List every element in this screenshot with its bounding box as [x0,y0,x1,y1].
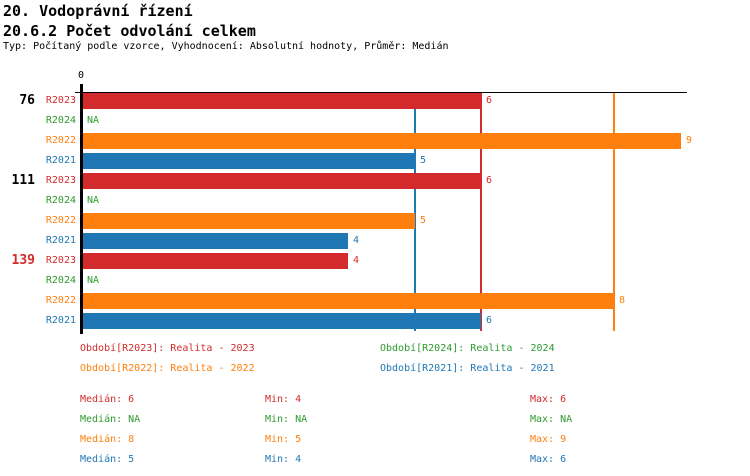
chart-title: 20.6.2 Počet odvolání celkem [3,22,256,40]
bar-value-label: NA [87,195,100,206]
group-label-139: 139 [11,253,35,268]
row-label-r2024: R2024 [45,115,76,126]
bar-value-label: NA [87,275,100,286]
stat-max-r2024: Max: NA [530,414,573,425]
bar-r2023 [83,93,481,109]
row-label-r2021: R2021 [45,315,76,326]
row-label-r2023: R2023 [45,255,76,266]
legend-item-r2024: Období[R2024]: Realita - 2024 [380,343,555,354]
legend-item-r2021: Období[R2021]: Realita - 2021 [380,363,555,374]
bar-r2023 [83,173,481,189]
x-axis-tick-label: 0 [77,70,85,81]
x-axis-line [75,92,687,93]
stat-median-r2024: Medián: NA [80,414,141,425]
median-line-r2023 [480,93,482,331]
row-label-r2021: R2021 [45,235,76,246]
stat-median-r2021: Medián: 5 [80,454,135,465]
legend-item-r2023: Období[R2023]: Realita - 2023 [80,343,255,354]
stat-min-r2024: Min: NA [265,414,308,425]
bar-value-label: 6 [486,315,493,326]
group-label-111: 111 [11,173,35,188]
bar-value-label: 5 [420,155,427,166]
group-label-76: 76 [19,93,35,108]
bar-value-label: NA [87,115,100,126]
bar-value-label: 9 [686,135,693,146]
stat-min-r2022: Min: 5 [265,434,302,445]
bar-r2022 [83,213,415,229]
bar-r2021 [83,153,415,169]
bar-r2021 [83,313,481,329]
stat-max-r2023: Max: 6 [530,394,567,405]
legend-item-r2022: Období[R2022]: Realita - 2022 [80,363,255,374]
bar-value-label: 4 [353,235,360,246]
bar-r2022 [83,293,614,309]
stat-min-r2021: Min: 4 [265,454,302,465]
bar-value-label: 5 [420,215,427,226]
row-label-r2024: R2024 [45,275,76,286]
bar-r2023 [83,253,348,269]
bar-r2022 [83,133,681,149]
row-label-r2022: R2022 [45,215,76,226]
y-axis-line [80,84,83,334]
stat-max-r2021: Max: 6 [530,454,567,465]
row-label-r2023: R2023 [45,175,76,186]
chart-subtitle: Typ: Počítaný podle vzorce, Vyhodnocení:… [3,41,449,52]
row-label-r2021: R2021 [45,155,76,166]
stat-min-r2023: Min: 4 [265,394,302,405]
bar-value-label: 6 [486,175,493,186]
bar-r2021 [83,233,348,249]
stat-median-r2022: Medián: 8 [80,434,135,445]
row-label-r2022: R2022 [45,295,76,306]
row-label-r2022: R2022 [45,135,76,146]
row-label-r2023: R2023 [45,95,76,106]
bar-value-label: 6 [486,95,493,106]
stat-max-r2022: Max: 9 [530,434,567,445]
bar-value-label: 4 [353,255,360,266]
stat-median-r2023: Medián: 6 [80,394,135,405]
median-line-r2021 [414,93,416,331]
report-title: 20. Vodoprávní řízení [3,2,193,20]
bar-value-label: 8 [619,295,626,306]
row-label-r2024: R2024 [45,195,76,206]
median-line-r2022 [613,93,615,331]
